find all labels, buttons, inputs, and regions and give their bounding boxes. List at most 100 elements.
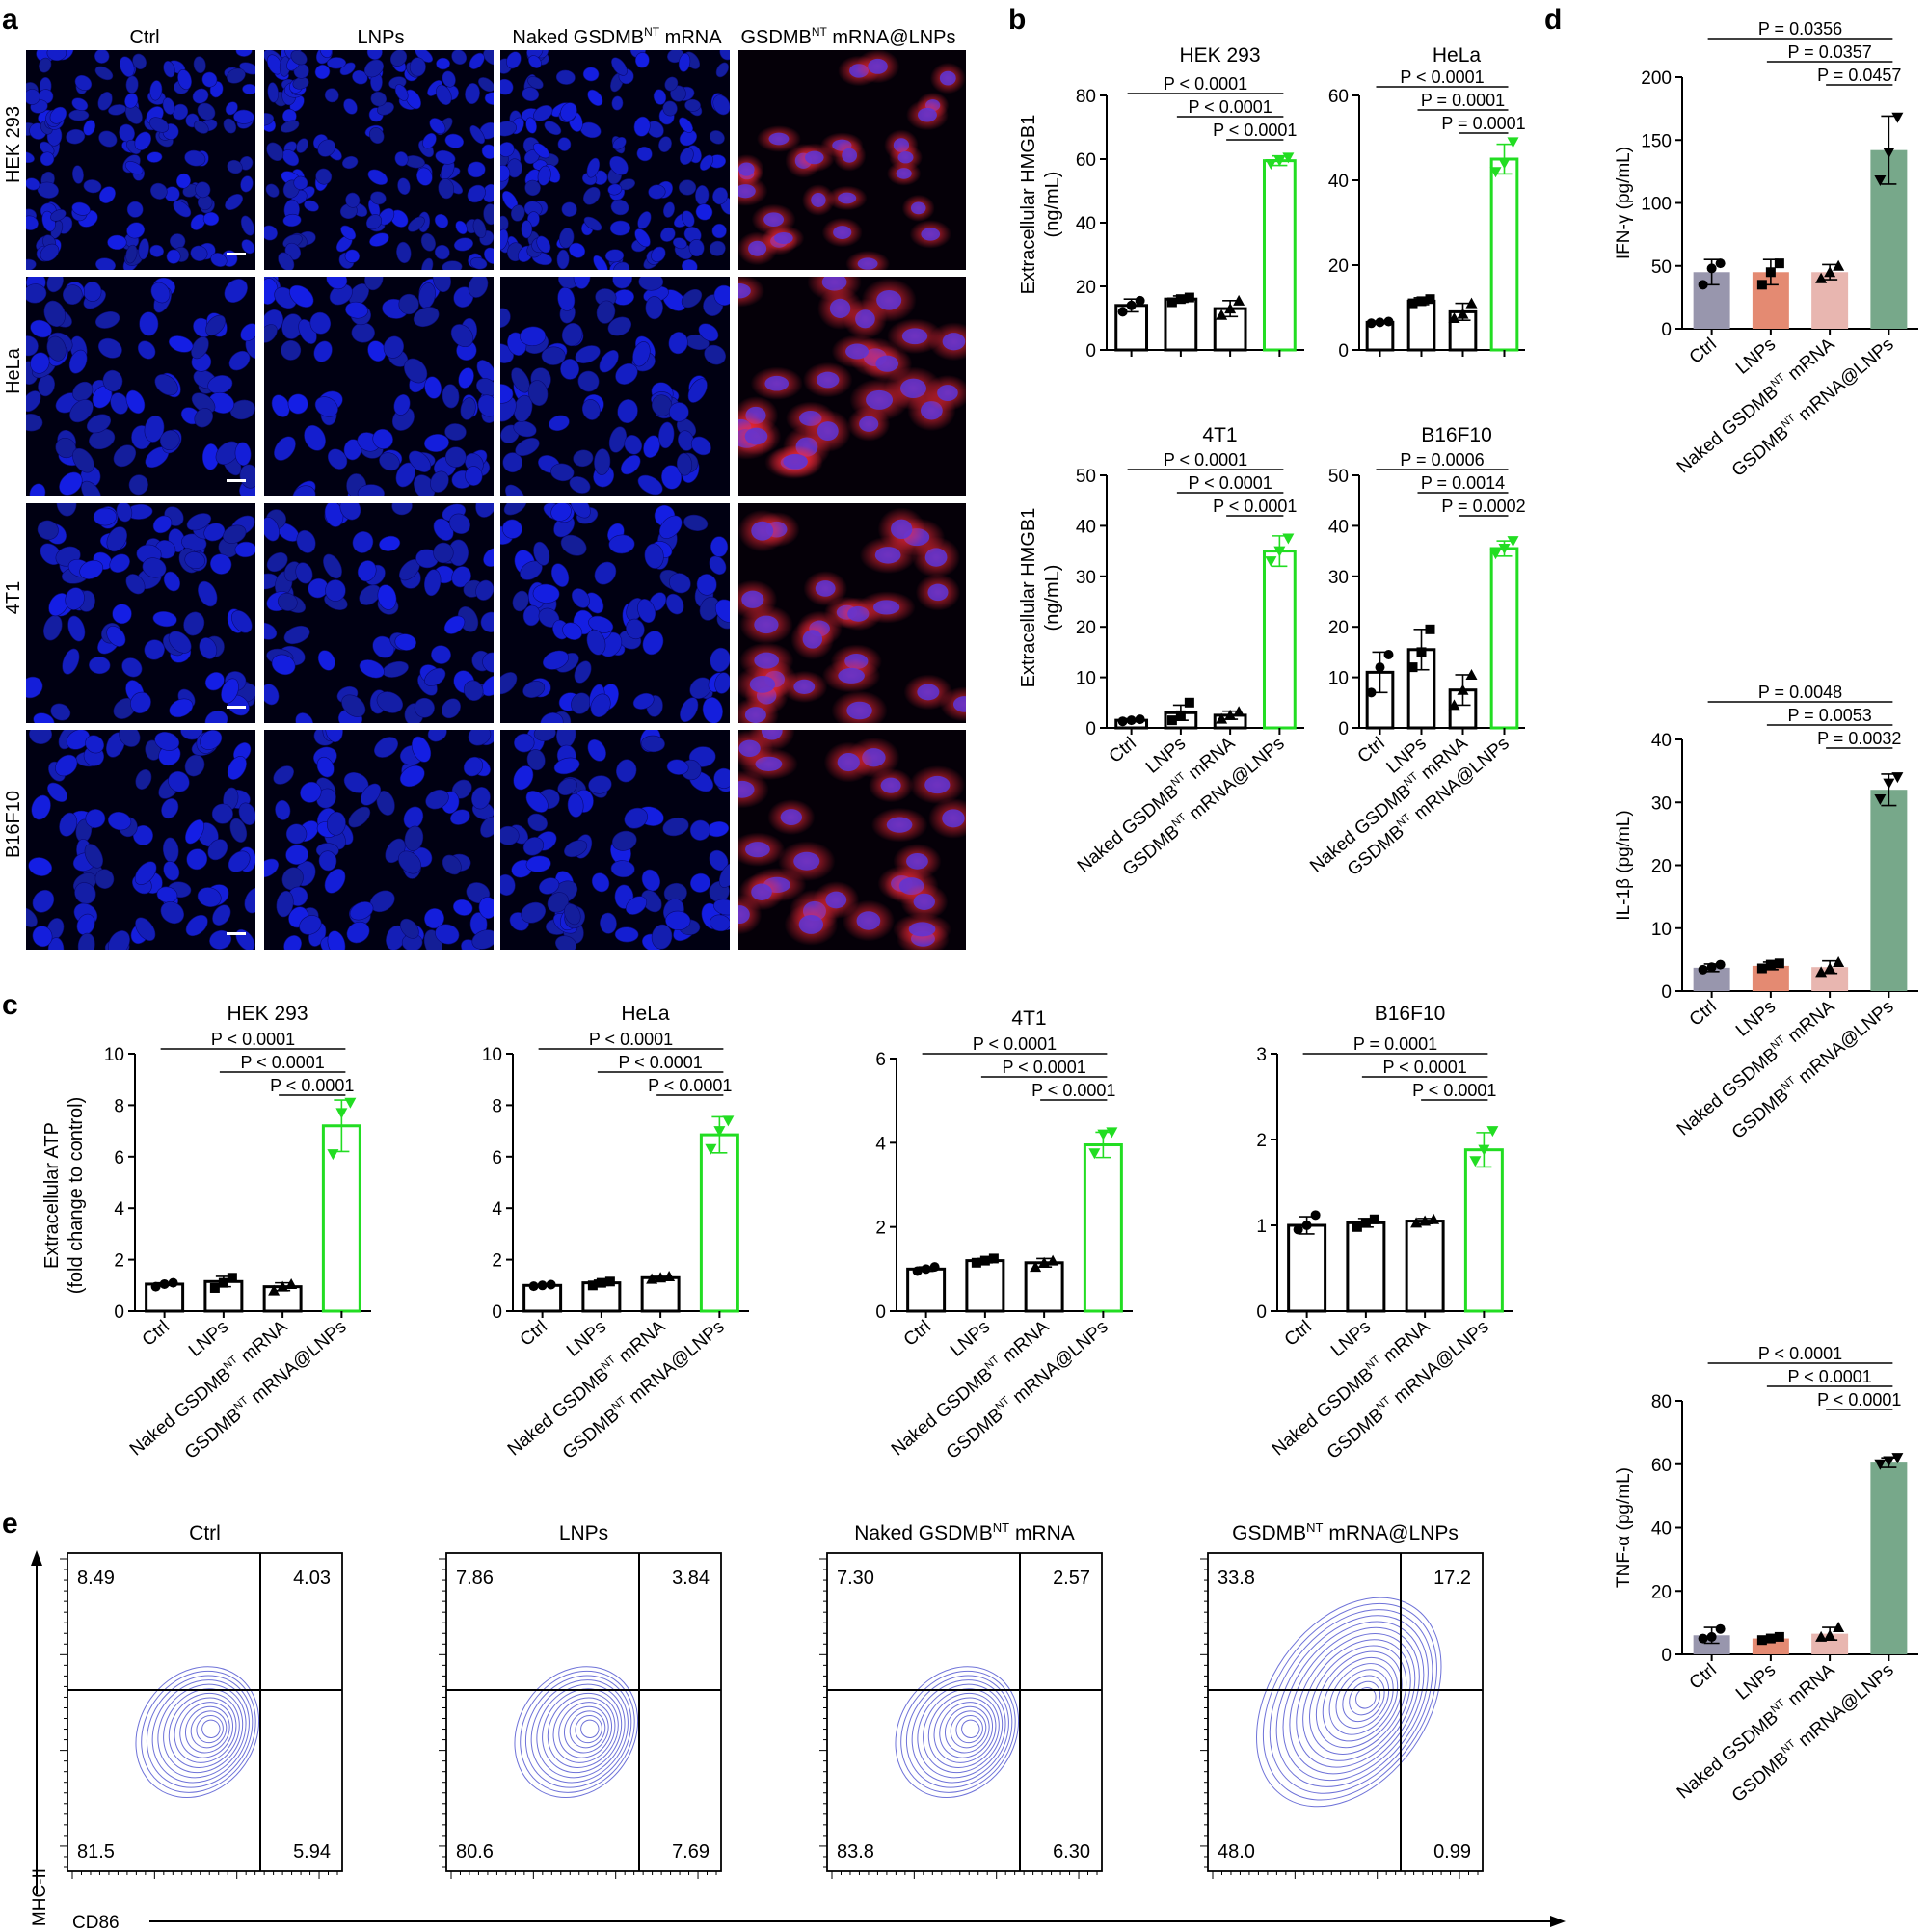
micro-cell-nucleus	[521, 220, 533, 239]
micro-tile-r3-c3	[738, 730, 966, 950]
micro-cell-nucleus	[316, 756, 335, 778]
micro-cell-nucleus	[641, 735, 665, 753]
micro-cell-nucleus	[542, 650, 570, 670]
micro-cell-nucleus	[405, 89, 421, 110]
micro-cell-nucleus	[532, 583, 560, 604]
micro-cell-nucleus	[504, 484, 525, 496]
y-tick-label: 3	[1256, 1045, 1267, 1065]
micro-cell-nucleus	[238, 802, 255, 826]
micro-cell-nucleus	[872, 600, 900, 615]
panel-c-ylabel-line1: Extracellular ATP	[41, 1122, 63, 1269]
micro-cell-nucleus	[927, 583, 949, 602]
data-point	[1774, 1631, 1784, 1642]
micro-cell-nucleus	[432, 277, 451, 293]
data-point	[537, 1280, 548, 1291]
micro-cell-nucleus	[749, 675, 776, 693]
micro-cells	[26, 277, 255, 496]
micro-cell-nucleus	[26, 335, 39, 357]
y-tick-label: 150	[1641, 131, 1672, 151]
micro-cell-nucleus	[283, 935, 302, 950]
micro-cell-nucleus	[768, 132, 790, 146]
panel-b-ylabel-bottom: Extracellular HMGB1 (ng/mL)	[1018, 508, 1063, 688]
micro-cell-nucleus	[500, 343, 514, 363]
data-point	[1765, 959, 1776, 970]
data-point	[268, 1284, 281, 1296]
micro-cells	[500, 730, 730, 950]
micro-cell-nucleus	[536, 235, 551, 254]
data-point	[1815, 272, 1828, 283]
micro-cell-nucleus	[718, 862, 730, 888]
data-point	[1369, 1214, 1379, 1224]
micro-cell-nucleus	[557, 778, 577, 796]
y-axis-label: IL-1β (pg/mL)	[1614, 810, 1634, 920]
micro-cell-nucleus	[745, 842, 770, 858]
micro-cell-nucleus	[197, 102, 216, 121]
micro-cell-nucleus	[59, 812, 78, 837]
micro-cell-nucleus	[482, 652, 494, 673]
bar	[1489, 157, 1519, 352]
data-point	[1706, 263, 1717, 274]
micro-cell-nucleus	[438, 178, 455, 200]
micro-cell-nucleus	[304, 424, 326, 451]
micro-cell-nucleus	[30, 319, 52, 338]
micro-cell-nucleus	[424, 376, 442, 399]
flow-plot-2: Naked GSDMBNT mRNA 7.30 2.57 83.8 6.30	[819, 1520, 1103, 1879]
micro-cell-nucleus	[119, 730, 141, 747]
y-tick-label: 2	[875, 1219, 886, 1239]
micro-cell-nucleus	[343, 439, 362, 461]
micro-cell-nucleus	[550, 563, 570, 587]
quadrant-ul-value: 33.8	[1218, 1568, 1255, 1589]
micro-cell-nucleus	[524, 179, 541, 197]
data-point	[1233, 294, 1245, 306]
p-value-label: P < 0.0001	[1758, 1344, 1842, 1363]
data-point	[1184, 292, 1194, 303]
flow-title: Naked GSDMBNT mRNA	[854, 1520, 1075, 1544]
data-point	[1265, 158, 1277, 170]
micro-cell-nucleus	[471, 929, 494, 950]
micro-cell-nucleus	[924, 775, 951, 794]
panel-letter-d: d	[1544, 4, 1562, 36]
micro-cell-nucleus	[634, 228, 651, 248]
p-value-label: P < 0.0001	[1817, 1390, 1901, 1409]
micro-row-4t1: 4T1	[3, 581, 24, 614]
micro-cell-nucleus	[510, 204, 525, 222]
data-point	[1282, 152, 1295, 164]
micro-cell-nucleus	[613, 261, 630, 270]
quadrant-lr-value: 6.30	[1053, 1841, 1090, 1863]
micro-cell-nucleus	[211, 803, 233, 824]
micro-cell-nucleus	[26, 258, 37, 270]
micro-cell-nucleus	[62, 648, 80, 675]
micro-tile-r1-c2	[500, 277, 730, 496]
micro-cell-nucleus	[586, 157, 601, 178]
y-tick-label: 20	[1651, 1582, 1672, 1602]
x-tick-label-post: mRNA@LNPs	[1791, 1660, 1898, 1755]
y-tick-label: 30	[1328, 568, 1349, 588]
micro-cell-nucleus	[634, 52, 650, 68]
micro-cell-nucleus	[352, 531, 374, 553]
micro-cell-nucleus	[184, 149, 206, 167]
micro-cell-nucleus	[754, 615, 779, 634]
chart-title: HeLa	[1433, 44, 1482, 67]
micro-cell-nucleus	[662, 817, 689, 837]
micro-tile-r0-c3	[738, 50, 966, 270]
micro-cell-nucleus	[161, 798, 179, 819]
data-point	[1465, 297, 1478, 309]
micro-cell-nucleus	[681, 288, 703, 309]
micro-cell-nucleus	[550, 463, 575, 482]
bar	[1405, 1220, 1445, 1313]
mhc-arrow-head	[31, 1550, 42, 1566]
contour-line	[939, 1702, 994, 1758]
x-tick-label-post: mRNA@LNPs	[244, 1317, 351, 1411]
micro-cell-nucleus	[444, 133, 465, 148]
micro-cell-nucleus	[317, 139, 336, 157]
micro-cell-nucleus	[361, 783, 382, 806]
micro-cell-nucleus	[477, 394, 494, 417]
bar	[1262, 550, 1297, 730]
y-tick-label: 6	[875, 1050, 886, 1070]
micro-cell-nucleus	[533, 541, 550, 566]
flow-title-pre: LNPs	[559, 1522, 608, 1544]
micro-cell-nucleus	[467, 161, 486, 178]
micro-cell-nucleus	[942, 809, 965, 828]
micro-cell-nucleus	[468, 730, 492, 746]
